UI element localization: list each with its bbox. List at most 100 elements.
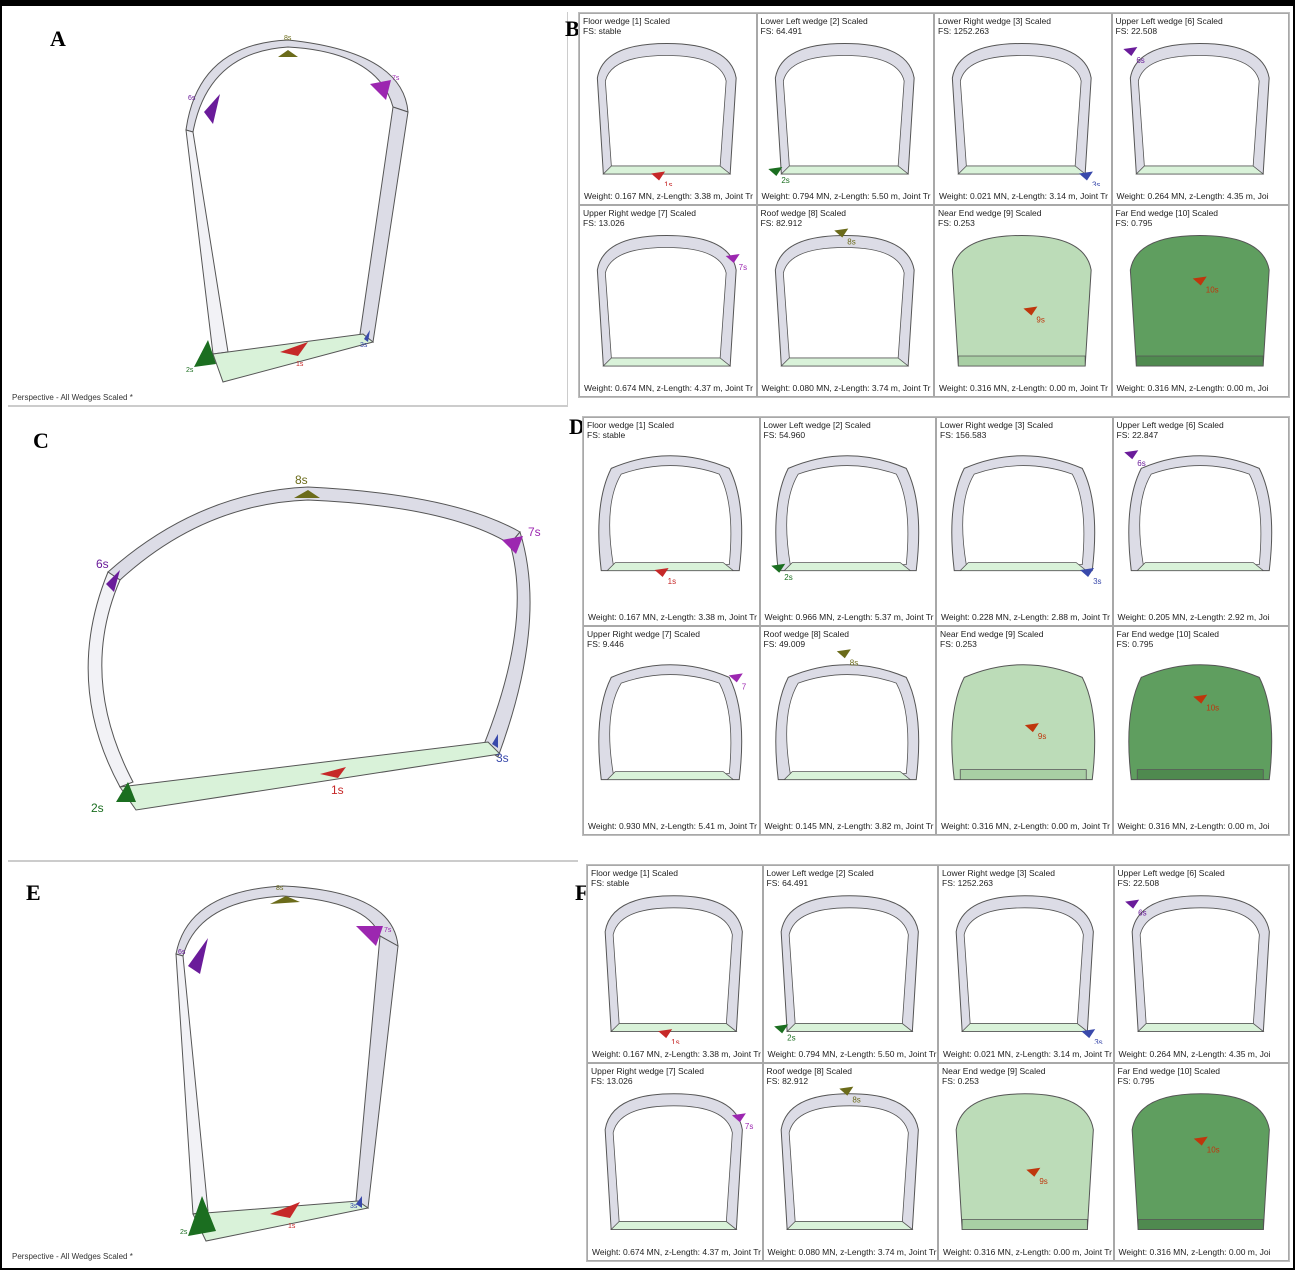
wedge-weight-footer: Weight: 0.167 MN, z-Length: 3.38 m, Join… bbox=[584, 191, 753, 201]
wedge-marker bbox=[770, 563, 785, 573]
wedge-view-title: Near End wedge [9] Scaled bbox=[938, 208, 1042, 218]
wedge-6-marker-c bbox=[106, 570, 120, 592]
panel-letter-f: F bbox=[575, 880, 589, 905]
wedge-view-title: Upper Right wedge [7] Scaled bbox=[587, 629, 700, 639]
wedge-view-cell: Roof wedge [8] Scaled FS: 82.912 8s Weight:… bbox=[762, 1063, 938, 1261]
wedge-8-marker-c bbox=[294, 490, 320, 498]
wedge-view-cell: Upper Right wedge [7] Scaled FS: 13.026 7s… bbox=[579, 205, 757, 397]
wedge-marker-label: 1s bbox=[668, 577, 676, 586]
wedge-drawing: 8s bbox=[774, 649, 919, 781]
wedge-marker bbox=[1081, 1029, 1096, 1039]
label-8s-c: 8s bbox=[295, 473, 308, 487]
wedge-weight-footer: Weight: 0.930 MN, z-Length: 5.41 m, Join… bbox=[588, 821, 757, 831]
wedge-weight-footer: Weight: 0.316 MN, z-Length: 0.00 m, Joi bbox=[1116, 383, 1269, 393]
wedge-view-cell: Roof wedge [8] Scaled FS: 82.912 8s Weight:… bbox=[756, 205, 934, 397]
wedge-marker-label: 7 bbox=[742, 682, 747, 691]
wedge-weight-footer: Weight: 0.021 MN, z-Length: 3.14 m, Join… bbox=[939, 191, 1108, 201]
wedge-weight-footer: Weight: 0.794 MN, z-Length: 5.50 m, Join… bbox=[767, 1049, 937, 1059]
wedge-view-title: Far End wedge [10] Scaled bbox=[1116, 629, 1220, 639]
wedge-marker-label: 2s bbox=[787, 1033, 795, 1042]
wedge-marker-label: 6s bbox=[1138, 909, 1146, 918]
wedge-view-cell: Upper Left wedge [6] Scaled FS: 22.508 6s W… bbox=[1111, 13, 1289, 205]
wedge-view-title: Upper Left wedge [6] Scaled bbox=[1116, 420, 1224, 430]
wedge-weight-footer: Weight: 0.674 MN, z-Length: 4.37 m, Join… bbox=[584, 383, 753, 393]
wedge-marker bbox=[838, 1086, 853, 1096]
wedge-view-title: Roof wedge [8] Scaled bbox=[766, 1066, 853, 1076]
wedge-marker bbox=[767, 167, 782, 176]
label-6s-c: 6s bbox=[96, 557, 109, 571]
wedge-view-title: Lower Right wedge [3] Scaled bbox=[942, 868, 1055, 878]
wedge-view-title: Lower Right wedge [3] Scaled bbox=[938, 16, 1051, 26]
wedge-marker-label: 1s bbox=[671, 1038, 679, 1044]
wedge-grid-d: Floor wedge [1] Scaled FS: stable 1s Weight… bbox=[582, 416, 1290, 836]
wedge-drawing: 7s bbox=[604, 1093, 753, 1231]
wedge-view-title: Lower Right wedge [3] Scaled bbox=[940, 420, 1053, 430]
wedge-weight-footer: Weight: 0.167 MN, z-Length: 3.38 m, Join… bbox=[588, 612, 757, 622]
wedge-marker-label: 3s bbox=[1094, 1038, 1102, 1044]
label-7s-e: 7s bbox=[384, 927, 392, 934]
factor-of-safety: FS: 0.253 bbox=[942, 1076, 979, 1086]
panel-letter-d: D bbox=[569, 414, 585, 439]
wedge-weight-footer: Weight: 0.966 MN, z-Length: 5.37 m, Join… bbox=[764, 612, 934, 622]
wedge-7-marker bbox=[370, 80, 391, 100]
label-2s-e: 2s bbox=[180, 1229, 188, 1236]
wedge-weight-footer: Weight: 0.674 MN, z-Length: 4.37 m, Join… bbox=[592, 1247, 761, 1257]
perspective-panel-a: A 8s 7s 6s 2s 1s 3s Perspective - All We… bbox=[8, 12, 568, 407]
wedge-view-cell: Lower Left wedge [2] Scaled FS: 64.491 2s W… bbox=[756, 13, 934, 205]
factor-of-safety: FS: 0.795 bbox=[1116, 639, 1154, 649]
wedge-marker bbox=[654, 568, 669, 578]
wedge-marker bbox=[1193, 1136, 1208, 1146]
panel-letter-c: C bbox=[33, 428, 49, 453]
wedge-6-marker-e bbox=[188, 938, 208, 974]
wedge-drawing: 10s bbox=[1127, 664, 1272, 781]
label-2s: 2s bbox=[186, 367, 194, 374]
wedge-2-marker-c bbox=[116, 782, 136, 802]
factor-of-safety: FS: 54.960 bbox=[763, 430, 806, 440]
wedge-view-cell: Floor wedge [1] Scaled FS: stable 1s Weight… bbox=[579, 13, 757, 205]
wedge-marker bbox=[725, 254, 740, 263]
label-7s-c: 7s bbox=[528, 525, 541, 539]
label-7s: 7s bbox=[392, 75, 400, 82]
wedge-view-title: Upper Right wedge [7] Scaled bbox=[591, 1066, 704, 1076]
wedge-view-title: Near End wedge [9] Scaled bbox=[942, 1066, 1046, 1076]
label-3s-c: 3s bbox=[496, 751, 509, 765]
factor-of-safety: FS: 13.026 bbox=[591, 1076, 633, 1086]
wedge-marker bbox=[1078, 171, 1093, 181]
wedge-marker-label: 10s bbox=[1206, 704, 1219, 713]
wedge-grid-f: Floor wedge [1] Scaled FS: stable 1s Weight… bbox=[586, 864, 1290, 1262]
wedge-view-title: Lower Left wedge [2] Scaled bbox=[763, 420, 871, 430]
factor-of-safety: FS: 64.491 bbox=[766, 878, 809, 888]
wedge-view-cell: Upper Right wedge [7] Scaled FS: 9.446 7 We… bbox=[583, 626, 760, 835]
panel-letter-e: E bbox=[26, 880, 41, 905]
wedge-1-marker-c bbox=[320, 767, 346, 778]
wedge-drawing: 9s bbox=[951, 234, 1092, 367]
wedge-marker-label: 8s bbox=[849, 658, 857, 667]
wedge-view-title: Roof wedge [8] Scaled bbox=[760, 208, 847, 218]
wedge-drawing: 8s bbox=[780, 1086, 919, 1231]
wedge-drawing: 3s bbox=[951, 455, 1102, 586]
wedge-weight-footer: Weight: 0.316 MN, z-Length: 0.00 m, Join… bbox=[943, 1247, 1112, 1257]
label-8s: 8s bbox=[284, 35, 292, 42]
wedge-marker-label: 3s bbox=[1092, 181, 1100, 187]
factor-of-safety: FS: 82.912 bbox=[760, 218, 803, 228]
wedge-drawing: 9s bbox=[951, 664, 1096, 781]
wedge-drawing: 6s bbox=[1124, 895, 1270, 1033]
wedge-drawing: 3s bbox=[951, 42, 1100, 187]
wedge-3-marker bbox=[364, 330, 370, 342]
wedge-2-marker bbox=[194, 340, 216, 367]
label-1s: 1s bbox=[296, 361, 304, 368]
wedge-marker bbox=[1123, 450, 1138, 460]
wedge-marker-label: 6s bbox=[1136, 56, 1144, 65]
factor-of-safety: FS: stable bbox=[591, 878, 630, 888]
wedge-view-cell: Lower Right wedge [3] Scaled FS: 156.583 3… bbox=[936, 417, 1113, 626]
wedge-drawing: 7 bbox=[598, 664, 747, 781]
wedge-view-cell: Lower Left wedge [2] Scaled FS: 64.491 2s W… bbox=[762, 865, 938, 1063]
tunnel-perspective-c: 8s 7s 6s 2s 1s 3s bbox=[87, 473, 541, 815]
wedge-view-cell: Near End wedge [9] Scaled FS: 0.253 9s Weig… bbox=[934, 205, 1112, 397]
wedge-marker-label: 9s bbox=[1038, 732, 1046, 741]
wedge-drawing: 1s bbox=[598, 455, 743, 586]
wedge-weight-footer: Weight: 0.167 MN, z-Length: 3.38 m, Join… bbox=[592, 1049, 761, 1059]
factor-of-safety: FS: 0.253 bbox=[940, 639, 977, 649]
label-3s-e: 3s bbox=[350, 1203, 358, 1210]
